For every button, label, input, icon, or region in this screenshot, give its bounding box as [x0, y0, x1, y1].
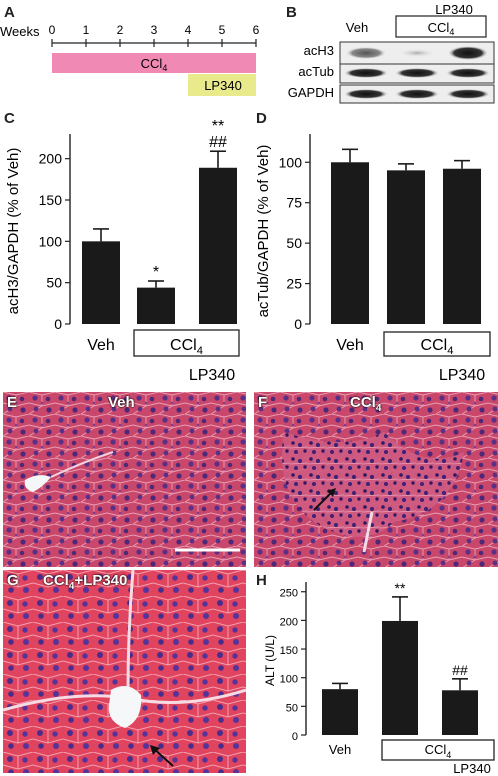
x-group-box [133, 329, 240, 357]
central-vein-e [24, 475, 51, 492]
bar [387, 170, 425, 324]
micrograph-g: G CCl4+LP340 [3, 570, 246, 773]
significance-marker: ## [209, 134, 227, 151]
band-actub-lp340 [446, 68, 490, 78]
week-ticks: 0 1 2 3 4 5 6 [49, 23, 260, 47]
micrograph-e-label: Veh [108, 394, 135, 411]
panel-letter-a: A [4, 4, 15, 21]
x-group-box [381, 739, 495, 761]
significance-marker: * [153, 264, 159, 281]
bar [442, 690, 478, 735]
ccl4-bar-label: CCl4 [141, 56, 168, 73]
y-tick-label: 150 [39, 192, 63, 208]
bar [199, 167, 237, 324]
panel-letter-h: H [256, 572, 267, 589]
significance-marker: ** [395, 580, 406, 596]
significance-marker: ## [452, 662, 468, 678]
x-group-box [383, 331, 491, 357]
y-tick-label: 75 [286, 195, 302, 211]
x-label-lp340: LP340 [453, 761, 491, 776]
y-tick-label: 0 [54, 316, 62, 332]
lp340-period-bar [188, 74, 256, 96]
band-actub-ccl4 [395, 68, 439, 78]
x-label-veh: Veh [336, 337, 364, 354]
micrograph-g-label: CCl4+LP340 [43, 572, 128, 592]
micrograph-f-label: CCl4 [350, 394, 382, 414]
significance-marker: ** [212, 118, 224, 135]
panel-letter-g: G [7, 572, 19, 589]
blot-lp340-label: LP340 [435, 2, 473, 17]
x-label-veh: Veh [87, 337, 115, 354]
week-tick-label: 4 [185, 23, 192, 37]
ccl4-period-bar [52, 53, 256, 73]
panel-letter-d: D [256, 110, 267, 127]
y-tick-label: 50 [286, 235, 302, 251]
y-tick-label: 0 [294, 316, 302, 332]
week-tick-label: 5 [219, 23, 226, 37]
y-tick-label: 25 [286, 276, 302, 292]
y-tick-label: 50 [46, 275, 62, 291]
y-tick-label: 250 [280, 588, 298, 600]
y-axis-label: ALT (U/L) [263, 635, 277, 686]
bar [443, 168, 481, 324]
band-ach3-lp340 [448, 46, 488, 60]
y-tick-label: 100 [279, 154, 303, 170]
band-gapdh-lp340 [446, 89, 490, 99]
bar [137, 287, 175, 324]
blot-row-label-actub: acTub [298, 64, 334, 79]
panel-letter-f: F [258, 394, 268, 411]
x-label-veh: Veh [329, 742, 351, 757]
panel-letter-c: C [4, 110, 15, 127]
blot-ccl4-label: CCl4 [428, 20, 455, 37]
panel-letter-b: B [286, 4, 297, 21]
panel-letter-e: E [7, 394, 18, 411]
y-tick-label: 200 [280, 616, 298, 628]
band-actub-veh [344, 68, 388, 78]
blot-row-label-ach3: acH3 [304, 43, 334, 58]
y-axis-label: acH3/GAPDH (% of Veh) [5, 148, 22, 315]
micrograph-e: E Veh [3, 392, 246, 567]
y-tick-label: 50 [286, 702, 298, 714]
weeks-axis-label: Weeks [0, 24, 40, 39]
bar [382, 620, 418, 735]
lp340-bar-label: LP340 [204, 78, 242, 93]
x-label-group: CCl4 [170, 337, 203, 357]
y-tick-label: 100 [39, 233, 63, 249]
y-tick-label: 0 [292, 731, 298, 743]
western-blot: LP340 Veh CCl4 acH3 acTub GAPDH [288, 2, 495, 104]
x-label-lp340: LP340 [189, 367, 235, 384]
y-tick-label: 150 [280, 645, 298, 657]
blot-ccl4-box [395, 15, 487, 38]
bar [331, 162, 369, 324]
band-gapdh-ccl4 [395, 89, 439, 99]
band-gapdh-veh [344, 89, 388, 99]
week-tick-label: 6 [253, 23, 260, 37]
timeline-diagram: Weeks 0 1 2 3 4 5 6 CCl4 LP340 [0, 23, 260, 96]
bar [82, 241, 120, 324]
micrograph-f: F CCl4 [254, 392, 498, 567]
week-tick-label: 1 [83, 23, 90, 37]
week-tick-label: 3 [151, 23, 158, 37]
band-ach3-ccl4 [399, 49, 435, 57]
week-tick-label: 2 [117, 23, 124, 37]
y-axis-label: acTub/GAPDH (% of Veh) [255, 145, 272, 318]
central-vein-g [108, 686, 142, 728]
y-tick-label: 200 [39, 151, 63, 167]
y-tick-label: 100 [280, 674, 298, 686]
band-ach3-veh [346, 47, 386, 59]
chart-actub: 0 25 50 75 100 acTub/GAPDH (% of Veh) Veh CCl4 L… [255, 134, 491, 384]
bar [322, 689, 358, 735]
blot-veh-label: Veh [346, 20, 368, 35]
x-label-lp340: LP340 [439, 367, 485, 384]
x-label-group: CCl4 [421, 337, 454, 357]
week-tick-label: 0 [49, 23, 56, 37]
x-label-group: CCl4 [425, 742, 452, 760]
blot-row-label-gapdh: GAPDH [288, 85, 334, 100]
